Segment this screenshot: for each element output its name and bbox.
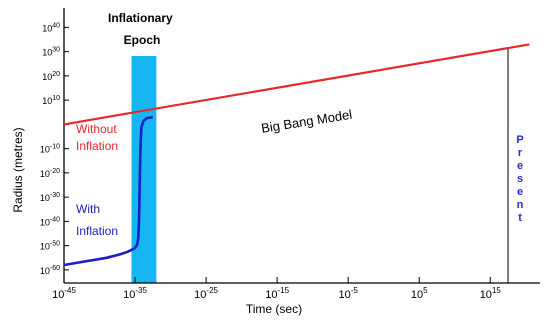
y-tick-label: 10-40 [40, 216, 60, 227]
y-tick-label: 1020 [42, 71, 60, 82]
x-axis-title: Time (sec) [246, 302, 302, 316]
y-tick-label: 10-60 [40, 265, 60, 276]
with-inflation-line [63, 115, 154, 267]
x-tick-label: 10-25 [194, 286, 218, 301]
x-tick-label: 10-35 [123, 286, 147, 301]
x-tick-label: 10-5 [338, 286, 358, 301]
x-tick-label: 10-45 [52, 286, 76, 301]
big-bang-model-label: Big Bang Model [260, 107, 353, 136]
y-tick-label: 10-10 [40, 144, 60, 155]
y-tick-label: 1010 [42, 95, 60, 106]
x-tick-label: 10-15 [265, 286, 289, 301]
with-inflation-label: With Inflation [76, 202, 118, 238]
y-tick-label: 10-20 [40, 168, 60, 179]
without-inflation-label-line1: Without [76, 122, 117, 136]
x-axis-ticks: 10-45 10-35 10-25 10-15 10-5 105 1015 [52, 277, 501, 301]
y-axis-title: Radius (metres) [11, 127, 25, 212]
inflationary-epoch-label-line2: Epoch [124, 33, 161, 47]
y-axis-ticks: 10-60 10-50 10-40 10-30 10-20 10-10 1010 1020 10… [40, 22, 69, 276]
inflationary-epoch-label-line1: Inflationary [108, 11, 173, 25]
y-tick-label: 10-30 [40, 192, 60, 203]
with-inflation-label-line1: With [76, 202, 100, 216]
without-inflation-label-line2: Inflation [76, 139, 118, 153]
x-tick-label: 1015 [480, 286, 502, 301]
without-inflation-label: Without Inflation [76, 122, 120, 153]
y-tick-label: 1040 [42, 22, 60, 33]
y-tick-label: 1030 [42, 47, 60, 58]
with-inflation-label-line2: Inflation [76, 224, 118, 238]
x-tick-label: 105 [411, 286, 428, 301]
y-tick-label: 10-50 [40, 241, 60, 252]
big-bang-model-line [63, 43, 530, 126]
inflationary-epoch-label: Inflationary Epoch [108, 11, 176, 47]
